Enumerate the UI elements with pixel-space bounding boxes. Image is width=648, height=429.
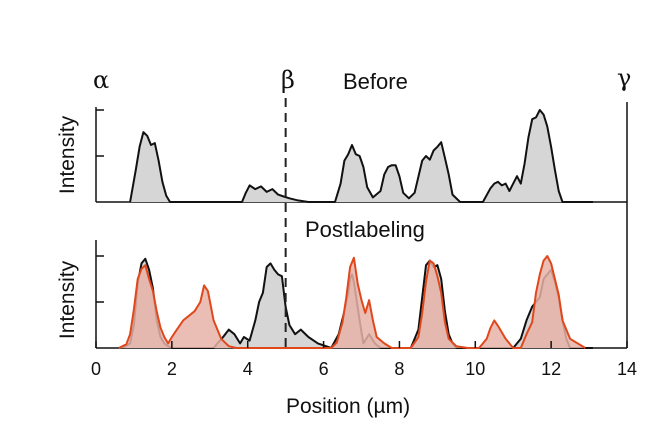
x-tick-label: 0 [91,359,101,379]
x-tick-label: 6 [319,359,329,379]
y-axis-title-before: Intensity [56,115,79,194]
panel-title-postlabeling: Postlabeling [305,217,425,242]
marker-alpha: α [93,66,109,94]
x-axis-title: Position (µm) [286,395,410,418]
x-tick-label: 12 [541,359,561,379]
x-tick-label: 4 [243,359,253,379]
marker-beta: β [281,66,295,94]
x-tick-label: 8 [394,359,404,379]
x-tick-label: 10 [465,359,485,379]
x-tick-label: 2 [167,359,177,379]
panel-postlabeling [119,256,593,348]
series-area-0-0 [130,110,593,202]
panel-title-before: Before [343,69,408,94]
marker-gamma: γ [617,64,631,92]
x-tick-label: 14 [617,359,637,379]
y-axis-title-postlabeling: Intensity [56,260,79,339]
panel-before [130,110,593,202]
series-area-1-1 [119,256,586,348]
